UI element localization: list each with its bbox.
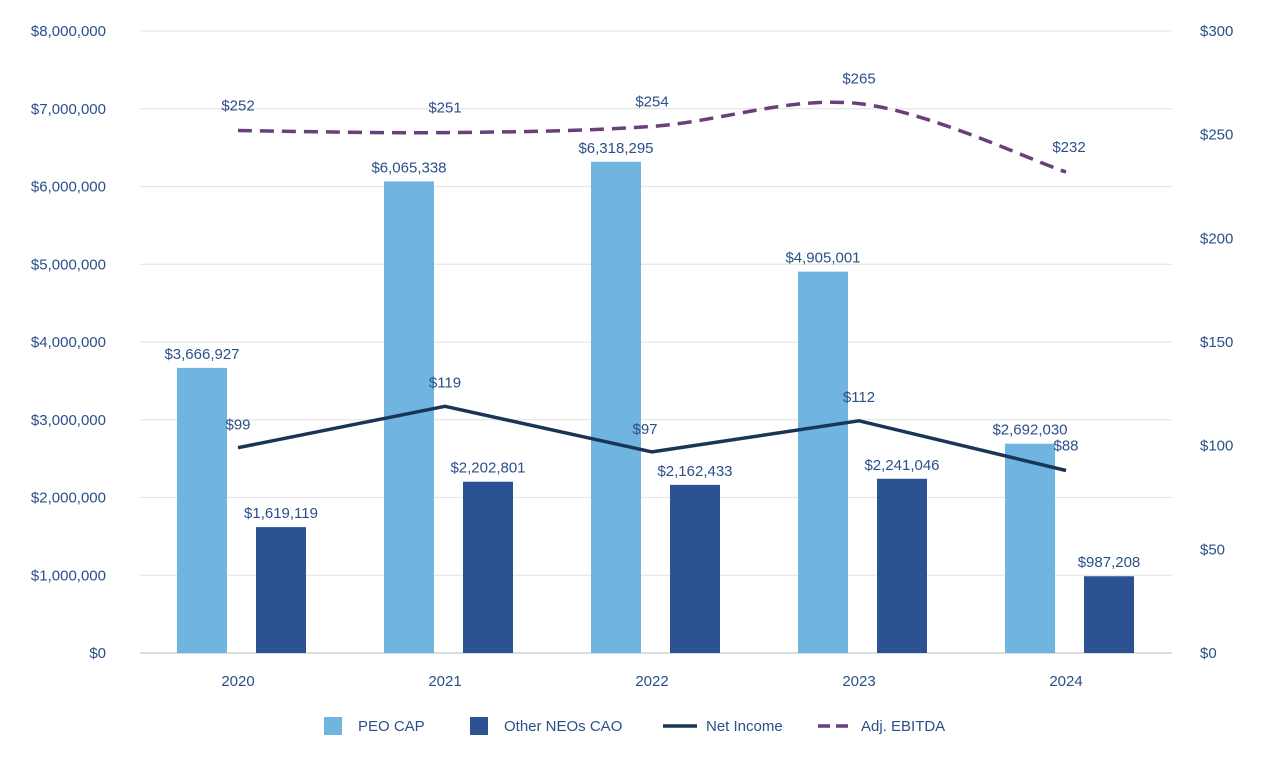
bar-other-neos-cao — [670, 484, 720, 653]
legend-label-adj-ebitda: Adj. EBITDA — [861, 718, 945, 735]
left-tick-label: $7,000,000 — [31, 101, 106, 118]
right-tick-label: $150 — [1200, 334, 1233, 351]
lines — [237, 100, 1067, 473]
data-label: $2,202,801 — [450, 460, 525, 477]
right-tick-label: $200 — [1200, 230, 1233, 247]
data-label: $2,162,433 — [657, 463, 732, 480]
data-label: $2,692,030 — [992, 422, 1067, 439]
data-label: $232 — [1052, 139, 1085, 156]
data-label: $251 — [428, 100, 461, 117]
bar-other-neos-cao — [877, 478, 927, 653]
data-label: $2,241,046 — [864, 457, 939, 474]
left-tick-label: $2,000,000 — [31, 490, 106, 507]
x-axis: 2020 2021 2022 2023 2024 — [221, 673, 1082, 690]
data-label: $99 — [225, 417, 250, 434]
right-axis: $0 $50 $100 $150 $200 $250 $300 — [1200, 23, 1233, 662]
gridlines — [140, 30, 1172, 654]
line-net-income — [237, 404, 1067, 473]
legend-swatch-other-neos-cao — [470, 717, 488, 735]
data-label: $987,208 — [1078, 554, 1141, 571]
left-axis: $0 $1,000,000 $2,000,000 $3,000,000 $4,000,0… — [31, 23, 106, 662]
x-tick-label: 2021 — [428, 673, 461, 690]
line-adj-ebitda — [237, 100, 1067, 174]
bar-peo-cap — [1005, 443, 1055, 653]
data-labels: $3,666,927 $6,065,338 $6,318,295 $4,905,001… — [164, 71, 1140, 572]
right-tick-label: $250 — [1200, 127, 1233, 144]
data-label: $6,318,295 — [578, 140, 653, 157]
legend-swatch-peo-cap — [324, 717, 342, 735]
left-tick-label: $0 — [89, 645, 106, 662]
data-label: $119 — [429, 374, 461, 391]
left-tick-label: $5,000,000 — [31, 256, 106, 273]
right-tick-label: $50 — [1200, 541, 1225, 558]
legend-label-net-income: Net Income — [706, 718, 783, 735]
right-tick-label: $0 — [1200, 645, 1217, 662]
legend: PEO CAP Other NEOs CAO Net Income Adj. EBIT… — [324, 717, 945, 735]
bar-other-neos-cao — [256, 527, 306, 653]
bar-other-neos-cao — [1084, 576, 1134, 653]
data-label: $88 — [1053, 438, 1078, 455]
data-label: $97 — [632, 421, 657, 438]
x-tick-label: 2023 — [842, 673, 875, 690]
right-tick-label: $100 — [1200, 438, 1233, 455]
data-label: $265 — [842, 71, 875, 88]
data-label: $6,065,338 — [371, 159, 446, 176]
x-tick-label: 2020 — [221, 673, 254, 690]
legend-label-other-neos-cao: Other NEOs CAO — [504, 718, 622, 735]
left-tick-label: $8,000,000 — [31, 23, 106, 40]
x-tick-label: 2022 — [635, 673, 668, 690]
bar-peo-cap — [591, 161, 641, 653]
bar-peo-cap — [177, 367, 227, 653]
left-tick-label: $6,000,000 — [31, 179, 106, 196]
x-tick-label: 2024 — [1049, 673, 1082, 690]
legend-label-peo-cap: PEO CAP — [358, 718, 425, 735]
bar-peo-cap — [798, 271, 848, 653]
left-tick-label: $1,000,000 — [31, 567, 106, 584]
data-label: $3,666,927 — [164, 346, 239, 363]
left-tick-label: $3,000,000 — [31, 412, 106, 429]
data-label: $1,619,119 — [244, 505, 318, 522]
bar-other-neos-cao — [463, 481, 513, 653]
right-tick-label: $300 — [1200, 23, 1233, 40]
bars — [177, 161, 1134, 653]
left-tick-label: $4,000,000 — [31, 334, 106, 351]
data-label: $4,905,001 — [785, 250, 860, 267]
data-label: $112 — [843, 389, 875, 406]
data-label: $254 — [635, 93, 668, 110]
data-label: $252 — [221, 98, 254, 115]
